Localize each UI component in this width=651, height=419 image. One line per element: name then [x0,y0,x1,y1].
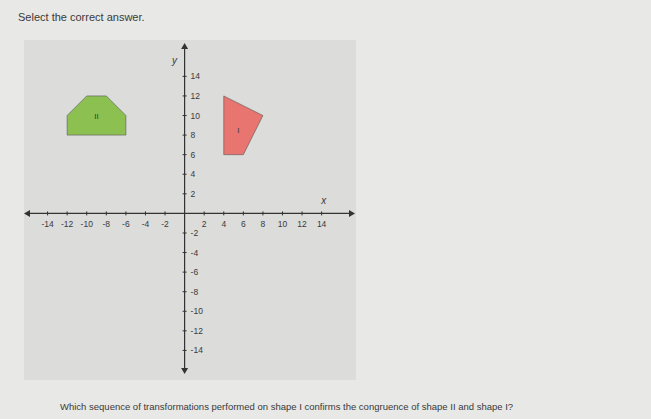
y-tick-label: 12 [191,91,201,101]
y-tick [183,232,187,233]
y-tick [183,95,187,96]
y-tick-label: -8 [191,287,199,297]
question: Which sequence of transformations perfor… [60,401,513,412]
x-tick-label: -14 [41,219,54,229]
x-tick-label: 2 [202,219,207,229]
y-tick-label: -12 [191,326,204,336]
x-tick [321,211,322,215]
x-tick-label: 4 [221,219,226,229]
x-tick [125,211,126,215]
y-tick [183,193,187,194]
y-tick [183,76,187,77]
x-tick-label: 12 [297,219,307,229]
title: Select the correct answer. [18,11,145,23]
x-tick [223,211,224,215]
x-tick [282,211,283,215]
y-tick [183,350,187,351]
x-tick [243,211,244,215]
shape [224,96,263,155]
x-tick [67,211,68,215]
y-tick-label: 4 [191,169,196,179]
shape-label: II [94,112,98,121]
y-tick-label: 10 [191,111,201,121]
x-tick [86,211,87,215]
y-tick [183,154,187,155]
plot-background [24,40,356,380]
axis-arrow [24,210,30,217]
x-tick [145,211,146,215]
y-tick [183,272,187,273]
y-tick-label: -6 [191,267,199,277]
y-tick-label: 14 [191,71,201,81]
x-tick-label: 8 [261,219,266,229]
x-tick-label: -2 [161,219,169,229]
y-tick [183,135,187,136]
y-tick-label: 2 [191,189,196,199]
y-tick-label: -14 [191,345,204,355]
x-tick-label: -8 [103,219,111,229]
y-tick [183,174,187,175]
axis-arrow [181,43,188,49]
x-tick [47,211,48,215]
y-tick-label: -2 [191,228,199,238]
y-tick-label: -10 [191,306,204,316]
y-tick [183,291,187,292]
x-tick-label: 10 [278,219,288,229]
shape-labels: III [94,112,239,136]
axis-arrow [349,210,355,217]
x-tick-label: -12 [61,219,74,229]
x-tick-label: 6 [241,219,246,229]
x-tick [302,211,303,215]
x-tick-label: -10 [81,219,94,229]
y-tick [183,252,187,253]
y-tick [183,115,187,116]
x-tick-label: -6 [122,219,130,229]
page: Select the correct answer.xy-14-12-10-8-… [0,0,651,419]
axis-arrow [181,368,188,374]
y-axis-label: y [171,55,178,66]
y-tick-label: 6 [191,150,196,160]
x-axis-label: x [320,195,327,206]
shape [67,96,126,135]
x-tick [106,211,107,215]
y-tick-label: 8 [191,130,196,140]
shape-label: I [237,126,239,135]
x-tick [262,211,263,215]
x-tick [204,211,205,215]
shapes [67,96,263,155]
x-tick-label: -4 [142,219,150,229]
y-tick [183,311,187,312]
y-tick [183,330,187,331]
y-tick-label: -4 [191,248,199,258]
x-tick [165,211,166,215]
x-tick-label: 14 [317,219,327,229]
